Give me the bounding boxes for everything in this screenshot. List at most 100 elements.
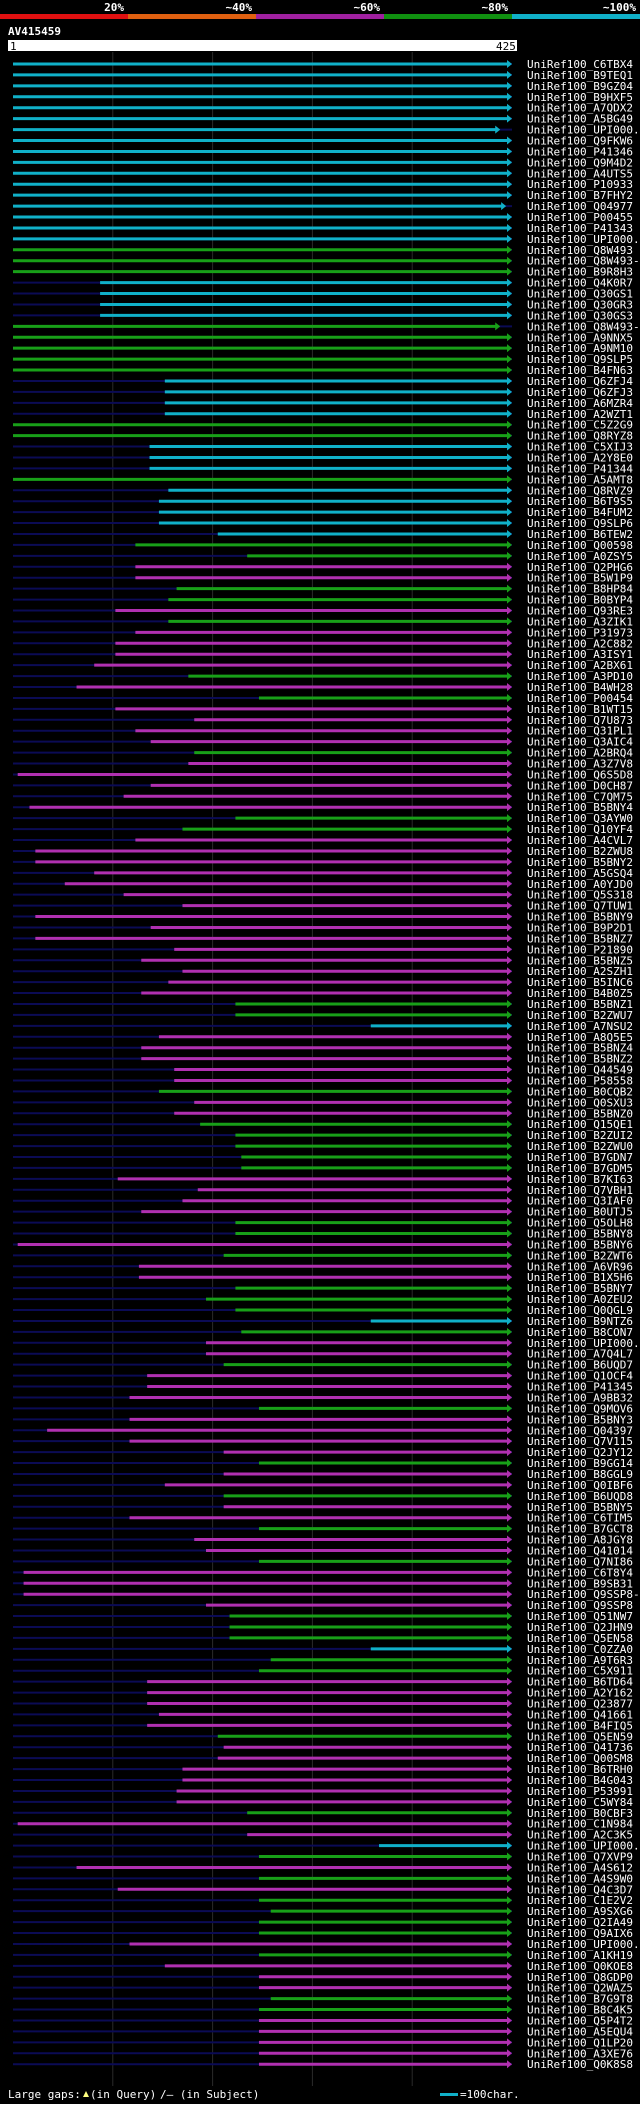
hit-label[interactable]: UniRef100_B5BNY5 — [527, 1501, 633, 1514]
hit-label[interactable]: UniRef100_B5BNY3 — [527, 1413, 633, 1426]
hit-label[interactable]: UniRef100_Q2IA49 — [527, 1916, 633, 1929]
hit-label[interactable]: UniRef100_B5BNY8 — [527, 1228, 633, 1241]
hit-label[interactable]: UniRef100_Q4K0R7 — [527, 277, 633, 290]
hit-label[interactable]: UniRef100_B5BNZ7 — [527, 932, 633, 945]
hit-label[interactable]: UniRef100_Q1LP20 — [527, 2036, 633, 2049]
hit-label[interactable]: UniRef100_Q5P4T2 — [527, 2014, 633, 2027]
hit-label[interactable]: UniRef100_B6UQD8 — [527, 1490, 633, 1503]
hit-label[interactable]: UniRef100_Q8RYZ8 — [527, 430, 633, 443]
hit-label[interactable]: UniRef100_Q0KOE8 — [527, 1960, 633, 1973]
hit-label[interactable]: UniRef100_Q9SSP8 — [527, 1599, 633, 1612]
hit-label[interactable]: UniRef100_Q9AIX6 — [527, 1927, 633, 1940]
hit-label[interactable]: UniRef100_A5BG49 — [527, 113, 633, 126]
hit-label[interactable]: UniRef100_C6TIM5 — [527, 1512, 633, 1525]
hit-label[interactable]: UniRef100_B4WH28 — [527, 681, 633, 694]
hit-label[interactable]: UniRef100_Q5EN59 — [527, 1730, 633, 1743]
hit-label[interactable]: UniRef100_A3ZIK1 — [527, 615, 633, 628]
hit-label[interactable]: UniRef100_B0CQB2 — [527, 1085, 633, 1098]
hit-label[interactable]: UniRef100_B7GCT8 — [527, 1523, 633, 1536]
hit-label[interactable]: UniRef100_A2Y162 — [527, 1687, 633, 1700]
hit-label[interactable]: UniRef100_A0ZSY5 — [527, 550, 633, 563]
hit-label[interactable]: UniRef100_B6T9S5 — [527, 495, 633, 508]
hit-label[interactable]: UniRef100_A8Q5E5 — [527, 1031, 633, 1044]
hit-label[interactable]: UniRef100_B9GG14 — [527, 1457, 633, 1470]
hit-label[interactable]: UniRef100_B5INC6 — [527, 976, 633, 989]
hit-label[interactable]: UniRef100_A0YJD0 — [527, 878, 633, 891]
hit-label[interactable]: UniRef100_P00455 — [527, 211, 633, 224]
hit-label[interactable]: UniRef100_C7QM75 — [527, 790, 633, 803]
hit-label[interactable]: UniRef100_Q0QGL9 — [527, 1304, 633, 1317]
hit-label[interactable]: UniRef100_B9P2D1 — [527, 921, 633, 934]
hit-label[interactable]: UniRef100_B0CBF3 — [527, 1807, 633, 1820]
hit-label[interactable]: UniRef100_Q31PL1 — [527, 725, 633, 738]
hit-label[interactable]: UniRef100_Q10YF4 — [527, 823, 633, 836]
hit-label[interactable]: UniRef100_B6UQD7 — [527, 1359, 633, 1372]
hit-label[interactable]: UniRef100_Q0SXU3 — [527, 1096, 633, 1109]
hit-label[interactable]: UniRef100_A8JGY8 — [527, 1534, 633, 1547]
hit-label[interactable]: UniRef100_B2ZUI2 — [527, 1129, 633, 1142]
hit-label[interactable]: UniRef100_B6TD64 — [527, 1676, 633, 1689]
hit-label[interactable]: UniRef100_B9GZ04 — [527, 80, 633, 93]
hit-label[interactable]: UniRef100_Q8W493-3 — [527, 255, 640, 268]
hit-label[interactable]: UniRef100_B2ZWU0 — [527, 1140, 633, 1153]
hit-label[interactable]: UniRef100_Q7U873 — [527, 714, 633, 727]
hit-label[interactable]: UniRef100_A4UTS5 — [527, 167, 633, 180]
hit-label[interactable]: UniRef100_P58558 — [527, 1074, 633, 1087]
hit-label[interactable]: UniRef100_C0ZZA0 — [527, 1643, 633, 1656]
hit-label[interactable]: UniRef100_B6TRH0 — [527, 1763, 633, 1776]
hit-label[interactable]: UniRef100_B5BNZ4 — [527, 1042, 633, 1055]
hit-label[interactable]: UniRef100_B9NTZ6 — [527, 1315, 633, 1328]
hit-label[interactable]: UniRef100_C6TBX4 — [527, 58, 633, 71]
hit-label[interactable]: UniRef100_Q30GS3 — [527, 309, 633, 322]
hit-label[interactable]: UniRef100_A2C3K5 — [527, 1829, 633, 1842]
hit-label[interactable]: UniRef100_B5BNY6 — [527, 1238, 633, 1251]
hit-label[interactable]: UniRef100_Q00598 — [527, 539, 633, 552]
hit-label[interactable]: UniRef100_B6TEW2 — [527, 528, 633, 541]
hit-label[interactable]: UniRef100_Q9FKW6 — [527, 135, 633, 148]
hit-label[interactable]: UniRef100_B9HXF5 — [527, 91, 633, 104]
hit-label[interactable]: UniRef100_Q3AYW0 — [527, 812, 633, 825]
hit-label[interactable]: UniRef100_A1KH19 — [527, 1949, 633, 1962]
hit-label[interactable]: UniRef100_C1N984 — [527, 1818, 633, 1831]
hit-label[interactable]: UniRef100_Q6ZFJ4 — [527, 375, 633, 388]
hit-label[interactable]: UniRef100_B5BNY7 — [527, 1282, 633, 1295]
hit-label[interactable]: UniRef100_A3XE76 — [527, 2047, 633, 2060]
hit-label[interactable]: UniRef100_A5EQU4 — [527, 2025, 633, 2038]
hit-label[interactable]: UniRef100_Q3AIC4 — [527, 736, 633, 749]
hit-label[interactable]: UniRef100_B5BNZ0 — [527, 1107, 633, 1120]
hit-label[interactable]: UniRef100_B2ZWU8 — [527, 845, 633, 858]
hit-label[interactable]: UniRef100_Q5EN58 — [527, 1632, 633, 1645]
hit-label[interactable]: UniRef100_P00454 — [527, 692, 633, 705]
hit-label[interactable]: UniRef100_A4CVL7 — [527, 834, 633, 847]
hit-label[interactable]: UniRef100_Q04397 — [527, 1424, 633, 1437]
hit-label[interactable]: UniRef100_B9R8H3 — [527, 266, 633, 279]
hit-label[interactable]: UniRef100_Q44549 — [527, 1064, 633, 1077]
hit-label[interactable]: UniRef100_A2BX61 — [527, 659, 633, 672]
hit-label[interactable]: UniRef100_P31973 — [527, 626, 633, 639]
hit-label[interactable]: UniRef100_UPI000... — [527, 233, 640, 246]
hit-label[interactable]: UniRef100_A3PD10 — [527, 670, 633, 683]
hit-label[interactable]: UniRef100_Q93RE3 — [527, 605, 633, 618]
hit-label[interactable]: UniRef100_A2Y8E0 — [527, 451, 633, 464]
hit-label[interactable]: UniRef100_B5BNZ5 — [527, 954, 633, 967]
hit-label[interactable]: UniRef100_A9NM10 — [527, 342, 633, 355]
hit-label[interactable]: UniRef100_A7Q4L7 — [527, 1348, 633, 1361]
hit-label[interactable]: UniRef100_Q30GS1 — [527, 288, 633, 301]
hit-label[interactable]: UniRef100_B8GGL9 — [527, 1468, 633, 1481]
hit-label[interactable]: UniRef100_Q8W493 — [527, 244, 633, 257]
hit-label[interactable]: UniRef100_Q41736 — [527, 1741, 633, 1754]
hit-label[interactable]: UniRef100_C1E2V2 — [527, 1894, 633, 1907]
hit-label[interactable]: UniRef100_UPI000... — [527, 124, 640, 137]
hit-label[interactable]: UniRef100_UPI000... — [527, 1840, 640, 1853]
hit-label[interactable]: UniRef100_A4S612 — [527, 1861, 633, 1874]
hit-label[interactable]: UniRef100_Q9MOV6 — [527, 1402, 633, 1415]
hit-label[interactable]: UniRef100_Q30GR3 — [527, 298, 633, 311]
hit-label[interactable]: UniRef100_Q2WAZ5 — [527, 1982, 633, 1995]
hit-label[interactable]: UniRef100_A5GSQ4 — [527, 867, 633, 880]
hit-label[interactable]: UniRef100_B4B0Z5 — [527, 987, 633, 1000]
hit-label[interactable]: UniRef100_B0UTJ5 — [527, 1206, 633, 1219]
hit-label[interactable]: UniRef100_B4FIQ5 — [527, 1719, 633, 1732]
hit-label[interactable]: UniRef100_Q6ZFJ3 — [527, 386, 633, 399]
hit-label[interactable]: UniRef100_A6MZR4 — [527, 397, 633, 410]
hit-label[interactable]: UniRef100_A2WZT1 — [527, 408, 633, 421]
